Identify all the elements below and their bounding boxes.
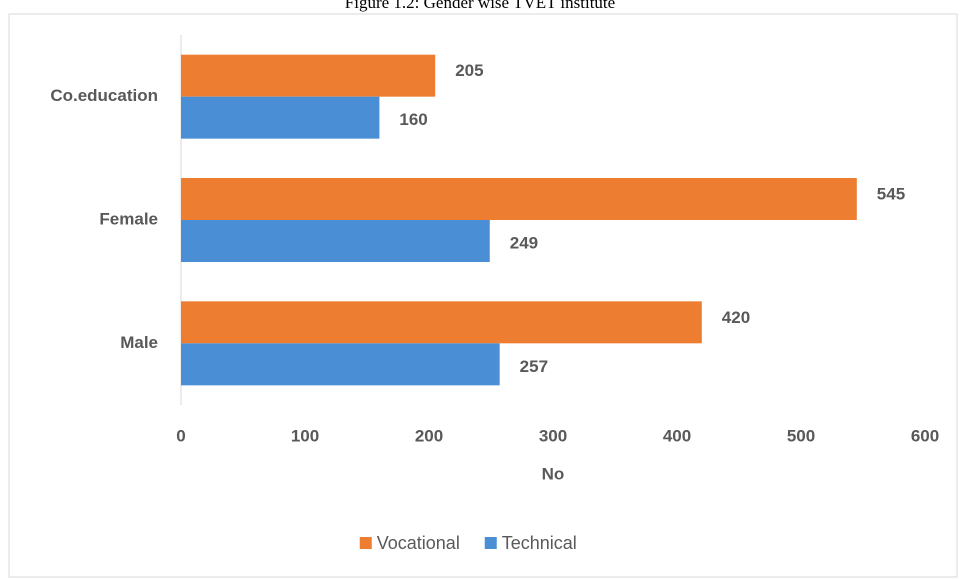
x-tick-label: 400 (663, 426, 691, 445)
x-tick-label: 600 (911, 426, 939, 445)
data-label: 257 (520, 357, 548, 376)
data-label: 160 (399, 110, 427, 129)
x-tick-label: 0 (176, 426, 185, 445)
legend-swatch (359, 537, 372, 549)
x-axis-label: No (542, 464, 565, 483)
data-label: 249 (510, 233, 538, 252)
y-tick-label: Female (99, 209, 158, 228)
y-tick-label: Co.education (50, 86, 158, 105)
legend-label: Vocational (377, 533, 460, 553)
x-tick-label: 300 (539, 426, 567, 445)
bar (181, 343, 500, 386)
bar (181, 178, 857, 220)
bar (181, 96, 380, 139)
legend-swatch (484, 537, 497, 549)
x-tick-label: 100 (291, 426, 319, 445)
chart-title: Figure 1.2: Gender wise TVET institute (345, 0, 615, 12)
chart-border (8, 13, 958, 578)
bar (181, 301, 702, 344)
data-label: 420 (722, 308, 750, 327)
y-tick-label: Male (120, 333, 158, 352)
bar (181, 54, 436, 97)
bar (181, 220, 490, 262)
data-label: 545 (877, 184, 905, 203)
legend-label: Technical (502, 533, 577, 553)
data-label: 205 (455, 61, 483, 80)
x-tick-label: 200 (415, 426, 443, 445)
x-tick-label: 500 (787, 426, 815, 445)
